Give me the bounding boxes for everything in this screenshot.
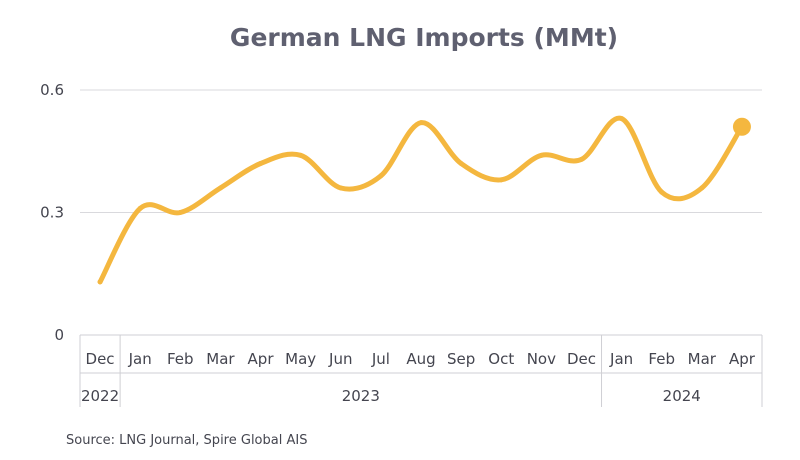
data-point: [298, 152, 304, 158]
data-point: [538, 152, 544, 158]
data-point: [659, 189, 665, 195]
chart-title: German LNG Imports (MMt): [230, 23, 618, 52]
x-year-label: 2024: [663, 387, 701, 405]
x-tick-label: Dec: [86, 350, 115, 368]
data-point: [458, 161, 464, 166]
x-tick-label: Oct: [488, 350, 514, 368]
source-note: Source: LNG Journal, Spire Global AIS: [66, 433, 307, 448]
x-tick-label: Jan: [609, 350, 633, 368]
y-axis: 0 0.3 0.6: [40, 81, 64, 344]
gridlines: [80, 89, 762, 213]
x-year-label: 2023: [342, 387, 380, 405]
series-group: [97, 115, 751, 285]
data-point: [578, 156, 584, 162]
x-axis: Dec Jan Feb Mar Apr May Jun Jul Aug Sep Oct Nov Dec J…: [79, 334, 763, 407]
data-point: [699, 185, 705, 191]
x-tick-label: Dec: [567, 350, 596, 368]
x-tick-label: Feb: [648, 350, 675, 368]
data-point: [137, 205, 143, 211]
x-tick-label: Jan: [128, 350, 152, 368]
series-line: [97, 115, 745, 285]
data-point: [217, 185, 223, 191]
data-point: [97, 279, 103, 285]
data-point: [418, 120, 424, 126]
x-tick-label: Mar: [206, 350, 235, 368]
x-year-label: 2022: [81, 387, 119, 405]
x-tick-label: Mar: [688, 350, 717, 368]
x-tick-label: Jun: [328, 350, 352, 368]
data-point: [338, 185, 344, 191]
end-point-marker: [732, 117, 751, 136]
y-tick-label: 0.3: [40, 204, 64, 222]
data-point: [258, 161, 264, 166]
x-tick-label: Jul: [371, 350, 390, 368]
x-tick-label: Apr: [248, 350, 275, 368]
x-tick-label: Nov: [527, 350, 556, 368]
data-point: [498, 177, 504, 183]
x-tick-label: Apr: [729, 350, 756, 368]
x-tick-label: Sep: [447, 350, 475, 368]
x-tick-label: Aug: [406, 350, 435, 368]
data-point: [378, 173, 384, 179]
y-tick-label: 0: [54, 326, 64, 344]
x-tick-label: Feb: [167, 350, 194, 368]
y-tick-label: 0.6: [40, 81, 64, 99]
data-point: [177, 210, 183, 215]
x-tick-label: May: [285, 350, 316, 368]
data-point: [619, 116, 625, 122]
